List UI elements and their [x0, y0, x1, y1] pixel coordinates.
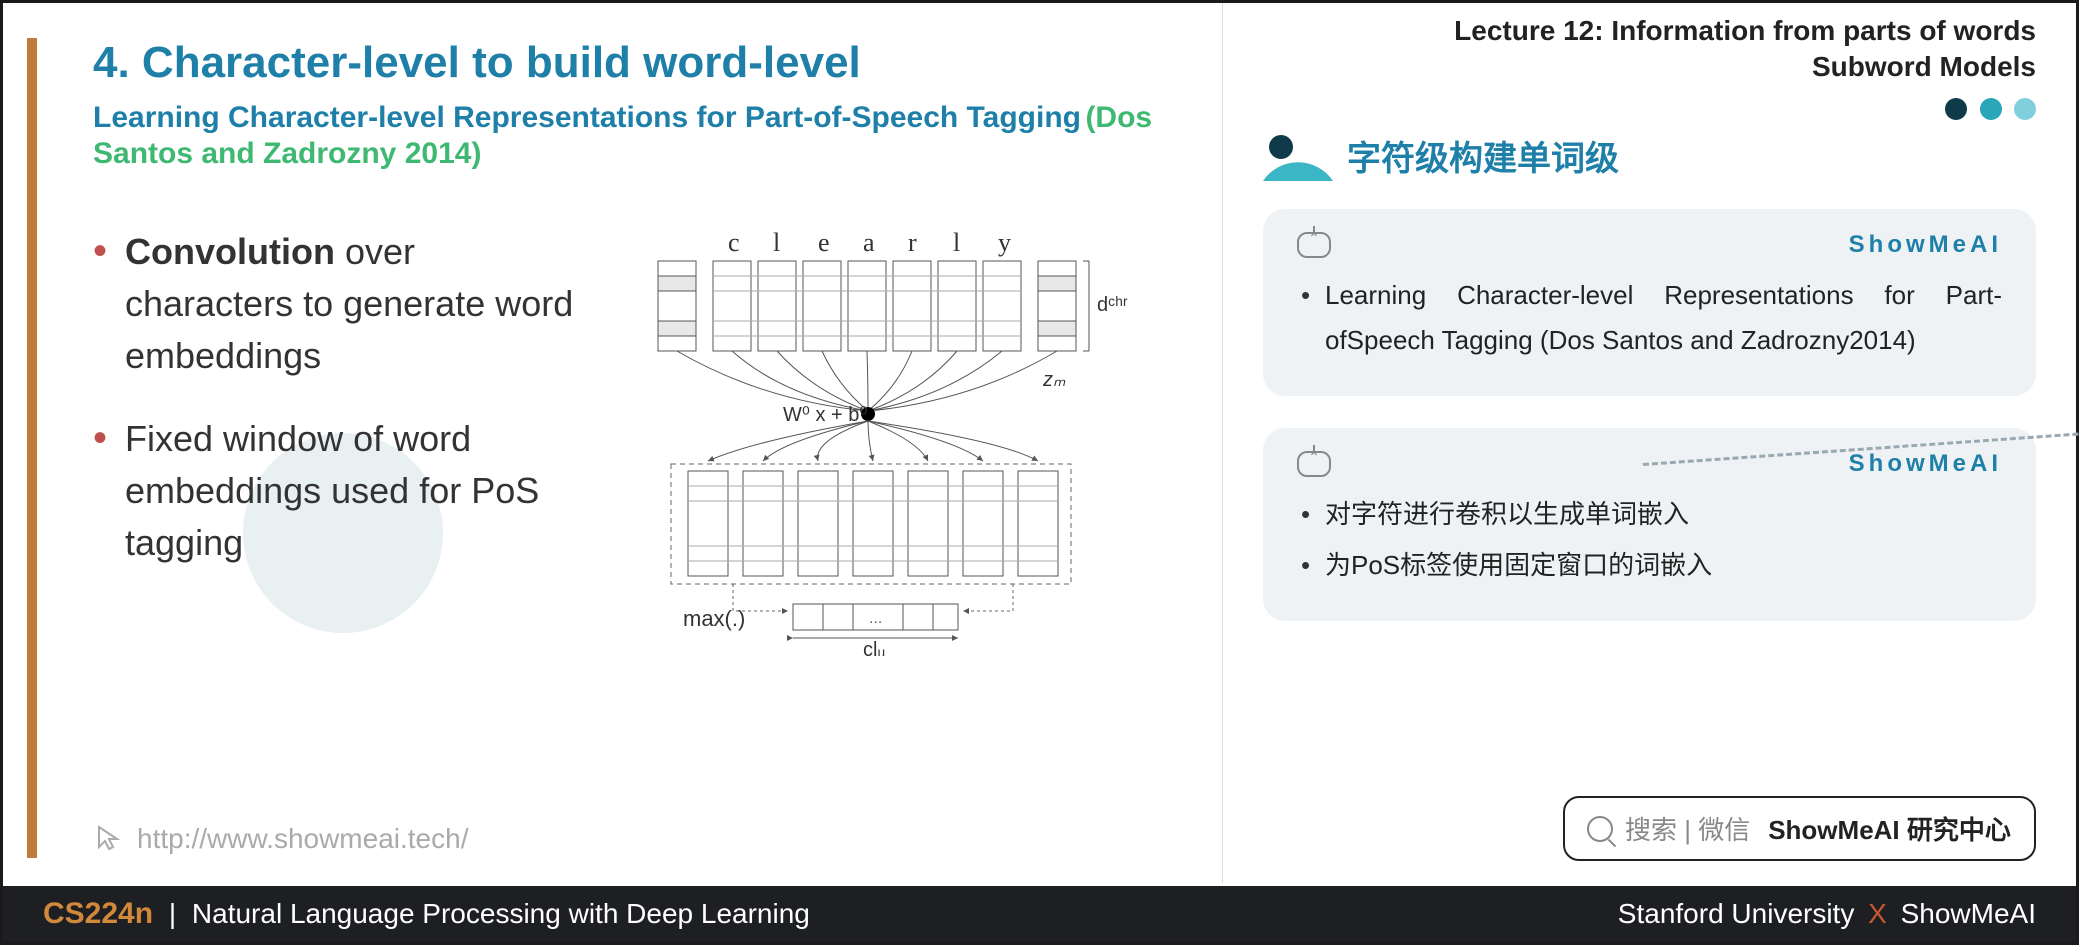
lecture-header: Lecture 12: Information from parts of wo…	[1263, 13, 2036, 86]
search-icon	[1587, 816, 1613, 842]
divider: |	[169, 898, 176, 929]
section-title-row: 字符级构建单词级	[1263, 131, 2036, 181]
search-bold: ShowMeAI 研究中心	[1768, 810, 2011, 847]
card-item: 对字符进行卷积以生成单词嵌入	[1297, 492, 2002, 538]
conv-diagram: cle arl y	[593, 226, 1182, 661]
footer-right: Stanford University X ShowMeAI	[1618, 898, 2036, 930]
slide-url: http://www.showmeai.tech/	[93, 823, 468, 855]
card-body: Learning Character-level Representations…	[1297, 273, 2002, 364]
decoration-dots	[1263, 98, 2036, 125]
search-box[interactable]: 搜索 | 微信 ShowMeAI 研究中心	[1563, 796, 2036, 861]
note-card: ShowMeAI Learning Character-level Repres…	[1263, 209, 2036, 396]
cursor-icon	[93, 823, 125, 855]
brand-label: ShowMeAI	[1849, 231, 2002, 259]
card-item: Learning Character-level Representations…	[1297, 273, 2002, 364]
dot-icon	[1945, 98, 1967, 120]
bullet-item: Convolution over characters to generate …	[93, 226, 593, 383]
svg-text:a: a	[863, 228, 875, 257]
diagram-dchr-label: dᶜʰʳ	[1097, 294, 1128, 316]
x-separator: X	[1868, 898, 1887, 929]
bullet-bold: Convolution	[125, 231, 335, 272]
course-name: Natural Language Processing with Deep Le…	[192, 898, 810, 929]
title-decoration-icon	[1263, 131, 1333, 181]
search-label: 搜索 | 微信	[1625, 810, 1750, 847]
accent-bar	[27, 38, 37, 858]
bullet-item: Fixed window of word embeddings used for…	[93, 413, 593, 570]
main-area: 4. Character-level to build word-level L…	[3, 3, 2076, 883]
course-code: CS224n	[43, 897, 153, 930]
university-label: Stanford University	[1618, 898, 1855, 929]
svg-text:r: r	[908, 228, 917, 257]
footer-bar: CS224n | Natural Language Processing wit…	[3, 886, 2076, 942]
slide-bullets: Convolution over characters to generate …	[93, 226, 593, 661]
slide-subtitle: Learning Character-level Representations…	[93, 101, 1081, 134]
note-card: ShowMeAI 对字符进行卷积以生成单词嵌入 为PoS标签使用固定窗口的词嵌入	[1263, 428, 2036, 621]
notes-panel: Lecture 12: Information from parts of wo…	[1223, 3, 2076, 883]
url-text: http://www.showmeai.tech/	[137, 823, 468, 855]
bullet-text: Fixed window of word embeddings used for…	[125, 418, 539, 563]
svg-text:zₘ: zₘ	[1042, 369, 1066, 391]
svg-text:e: e	[818, 228, 830, 257]
lecture-line2: Subword Models	[1263, 49, 2036, 85]
svg-text:c: c	[728, 228, 740, 257]
dot-icon	[2014, 98, 2036, 120]
svg-text:W⁰ x + b⁰: W⁰ x + b⁰	[783, 404, 867, 426]
svg-text:y: y	[998, 228, 1011, 257]
svg-text:l: l	[773, 228, 780, 257]
svg-text:clᵤ: clᵤ	[863, 639, 885, 656]
robot-icon	[1297, 232, 1331, 258]
card-body: 对字符进行卷积以生成单词嵌入 为PoS标签使用固定窗口的词嵌入	[1297, 492, 2002, 589]
brand-label: ShowMeAI	[1849, 450, 2002, 478]
lecture-line1: Lecture 12: Information from parts of wo…	[1263, 13, 2036, 49]
robot-icon	[1297, 451, 1331, 477]
slide-panel: 4. Character-level to build word-level L…	[3, 3, 1223, 883]
slide-title: 4. Character-level to build word-level	[93, 38, 1182, 88]
chinese-title: 字符级构建单词级	[1347, 131, 1619, 180]
svg-text:...: ...	[869, 610, 882, 627]
dot-icon	[1980, 98, 2002, 120]
svg-text:max(.): max(.)	[683, 606, 745, 631]
svg-text:l: l	[953, 228, 960, 257]
footer-left: CS224n | Natural Language Processing wit…	[43, 897, 810, 931]
card-item: 为PoS标签使用固定窗口的词嵌入	[1297, 543, 2002, 589]
org-label: ShowMeAI	[1901, 898, 2036, 929]
